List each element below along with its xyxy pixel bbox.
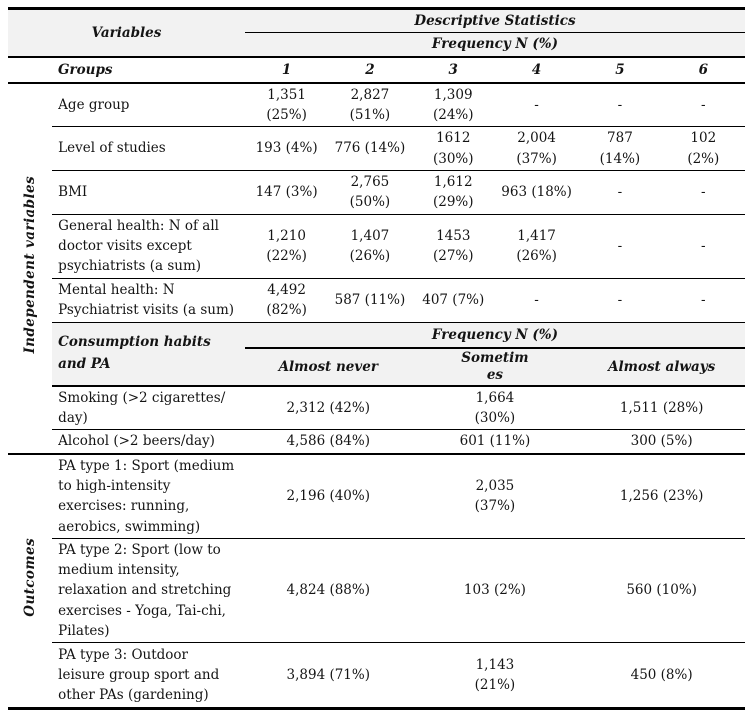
cell-value: - — [578, 214, 662, 279]
cell-value: 560 (10%) — [578, 538, 745, 644]
row-label-level-of-studies: Level of studies — [52, 126, 245, 171]
row-label-general-health: General health: N of all doctor visits e… — [52, 214, 245, 279]
cell-value: - — [661, 278, 745, 323]
table-row: Almost never Sometimes Almost always — [8, 348, 745, 387]
cell-value: 1,511 (28%) — [578, 385, 745, 431]
table-row: Smoking (>2 cigarettes/ day) 2,312 (42%)… — [8, 385, 745, 431]
group-col-2: 2 — [328, 56, 412, 84]
cell-value: - — [661, 82, 745, 128]
group-col-4: 4 — [494, 56, 579, 84]
cell-value: 103 (2%) — [411, 538, 579, 644]
table-row: Mental health: N Psychiatrist visits (a … — [8, 278, 745, 323]
row-label-bmi: BMI — [52, 170, 245, 215]
table-row: PA type 2: Sport (low to medium intensit… — [8, 538, 745, 644]
cell-value: 193 (4%) — [244, 126, 329, 171]
cell-value: 1,309 (24%) — [411, 82, 495, 128]
cell-value: 1,351 (25%) — [244, 82, 329, 128]
cell-value: - — [578, 82, 662, 128]
cell-value: 450 (8%) — [630, 666, 693, 683]
row-label-mental-health: Mental health: N Psychiatrist visits (a … — [52, 278, 245, 323]
variables-header: Variables — [8, 8, 245, 58]
cell-value: 147 (3%) — [244, 170, 329, 215]
cell-value: 1,210 (22%) — [244, 214, 329, 279]
cell-value: 407 (7%) — [411, 278, 495, 323]
row-label-alcohol: Alcohol (>2 beers/day) — [52, 429, 245, 455]
cell-value: 1,664 (30%) — [411, 385, 579, 431]
cell-value: 2,827 (51%) — [328, 82, 412, 128]
cell-value: - — [578, 278, 662, 323]
col-header-sometimes: Sometimes — [411, 348, 579, 387]
cell-value: 776 (14%) — [328, 126, 412, 171]
cell-value: 1,256 (23%) — [578, 453, 745, 539]
cell-value: 787 (14%) — [578, 126, 662, 171]
table-row: General health: N of all doctor visits e… — [8, 214, 745, 279]
col-header-almost-always: Almost always — [578, 348, 745, 387]
descriptive-statistics-header: Descriptive Statistics — [244, 8, 745, 34]
cell-value: 1612 (30%) — [411, 126, 495, 171]
cell-value: 1453 (27%) — [411, 214, 495, 279]
cell-value: 4,824 (88%) — [244, 538, 412, 644]
frequency-header: Frequency N (%) — [244, 32, 745, 58]
cell-value: 2,312 (42%) — [244, 385, 412, 431]
consumption-frequency-header: Frequency N (%) — [244, 322, 745, 349]
group-col-5: 5 — [578, 56, 662, 84]
table-row: Outcomes PA type 1: Sport (medium to hig… — [8, 453, 745, 617]
col-header-almost-never: Almost never — [244, 348, 412, 387]
groups-header: Groups — [8, 56, 245, 84]
row-label-age-group: Age group — [52, 82, 245, 128]
group-col-1: 1 — [244, 56, 329, 84]
row-label-smoking: Smoking (>2 cigarettes/ day) — [52, 385, 245, 431]
cell-value: - — [661, 214, 745, 279]
cell-value: - — [494, 278, 579, 323]
table-row: Alcohol (>2 beers/day) 4,586 (84%) 601 (… — [8, 429, 745, 455]
cell-value: 2,765 (50%) — [328, 170, 412, 215]
cell-value: 3,894 (71%) — [286, 666, 370, 683]
table-row: PA type 3: Outdoor leisure group sport a… — [8, 643, 745, 709]
row-label-pa-type-3: PA type 3: Outdoor leisure group sport a… — [58, 646, 220, 704]
cell-value: 102 (2%) — [661, 126, 745, 171]
cell-value: 2,035 (37%) — [411, 453, 579, 539]
table-row: Independent variables Age group 1,351 (2… — [8, 82, 745, 455]
cell-value: - — [578, 170, 662, 215]
cell-value: 1,143 (21%) — [474, 656, 516, 693]
cell-value: - — [661, 170, 745, 215]
cell-value: 963 (18%) — [494, 170, 579, 215]
cell-value: 4,586 (84%) — [244, 429, 412, 455]
row-label-pa-type-2: PA type 2: Sport (low to medium intensit… — [52, 538, 245, 644]
cell-value: 601 (11%) — [411, 429, 579, 455]
cell-value: 1,407 (26%) — [328, 214, 412, 279]
cell-value: 587 (11%) — [328, 278, 412, 323]
cell-value: 1,612 (29%) — [411, 170, 495, 215]
group-col-3: 3 — [411, 56, 495, 84]
outcomes-side-label: Outcomes — [21, 538, 38, 618]
cell-value: - — [494, 82, 579, 128]
cell-value: 1,417 (26%) — [494, 214, 579, 279]
cell-value: 300 (5%) — [578, 429, 745, 455]
cell-value: 2,196 (40%) — [244, 453, 412, 539]
group-col-6: 6 — [661, 56, 745, 84]
row-label-pa-type-1: PA type 1: Sport (medium to high-intensi… — [52, 453, 245, 539]
cell-value: 4,492 (82%) — [244, 278, 329, 323]
table-row: Consumption habits and PA Frequency N (%… — [8, 322, 745, 387]
table-row: Level of studies 193 (4%) 776 (14%) 1612… — [8, 126, 745, 171]
descriptive-statistics-table: Variables Descriptive Statistics Frequen… — [8, 7, 745, 710]
table-row: BMI 147 (3%) 2,765 (50%) 1,612 (29%) 963… — [8, 170, 745, 215]
consumption-habits-header: Consumption habits and PA — [52, 322, 245, 387]
cell-value: 2,004 (37%) — [494, 126, 579, 171]
independent-variables-side-label: Independent variables — [8, 82, 53, 455]
